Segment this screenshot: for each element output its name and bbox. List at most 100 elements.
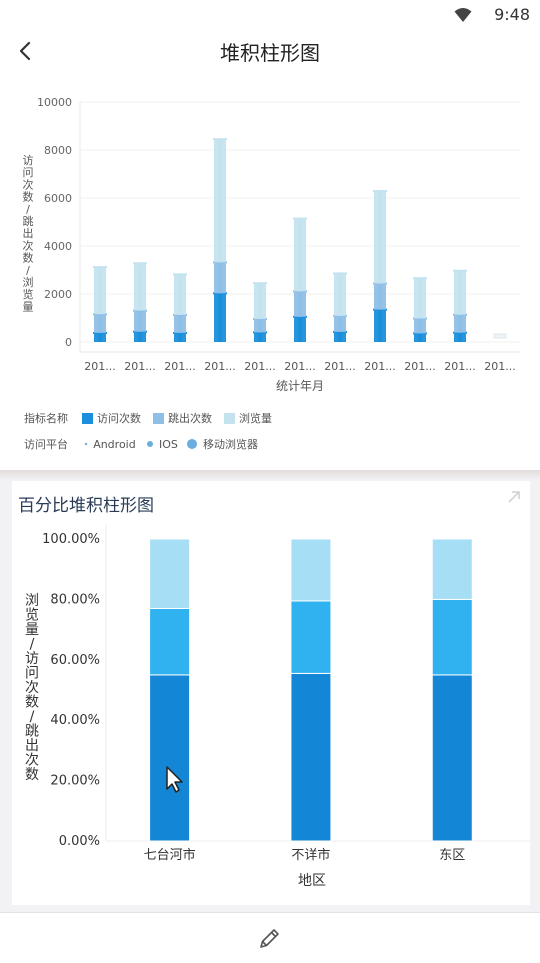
- pencil-icon: [260, 929, 279, 948]
- bar-segment: [290, 538, 332, 602]
- bar-core: [218, 293, 222, 342]
- chevron-left-icon: [19, 41, 31, 61]
- y-tick-label: 60.00%: [50, 653, 100, 668]
- bar-cap: [333, 272, 347, 275]
- bar-cap: [453, 313, 467, 316]
- bar-core: [258, 318, 262, 333]
- bar-core: [178, 274, 182, 315]
- bar-core: [178, 314, 182, 333]
- bar-empty: [493, 333, 507, 339]
- page-title: 堆积柱形图: [220, 41, 320, 65]
- y-tick-label: 2000: [44, 288, 72, 301]
- x-tick-label: 201...: [164, 360, 196, 373]
- bar-core: [458, 332, 462, 342]
- y-tick-label: 8000: [44, 144, 72, 157]
- bar-segment: [149, 607, 191, 676]
- bar-segment: [290, 672, 332, 842]
- bar-cap: [253, 317, 267, 320]
- y-tick-label: 4000: [44, 240, 72, 253]
- bar-core: [338, 273, 342, 316]
- percent-stacked-bar-card: 百分比堆积柱形图 100.00% 80.00% 60.00% 40.00% 20.00%…: [12, 481, 530, 905]
- bar-core: [138, 310, 142, 332]
- bar-core: [98, 267, 102, 315]
- bottom-toolbar: [0, 912, 540, 963]
- bar-core: [218, 139, 222, 263]
- bar-core: [418, 333, 422, 342]
- bar-cap: [373, 190, 387, 193]
- bar-core: [458, 314, 462, 333]
- bar-core: [418, 318, 422, 334]
- bar-core: [378, 191, 382, 284]
- bar-core: [378, 309, 382, 342]
- y-tick-label: 40.00%: [50, 713, 100, 728]
- legend-swatch: [224, 413, 235, 424]
- bar-segment: [431, 674, 473, 842]
- y-tick-label: 20.00%: [50, 774, 100, 789]
- back-button[interactable]: [12, 36, 42, 66]
- bar-cap: [213, 138, 227, 141]
- legend-swatch: [82, 413, 93, 424]
- bar-core: [258, 283, 262, 319]
- x-tick-label: 201...: [364, 360, 396, 373]
- bar-core: [458, 270, 462, 315]
- legend-dot: [84, 442, 88, 446]
- legend-item: 浏览量: [239, 411, 272, 425]
- bar-cap: [93, 266, 107, 269]
- bar-cap: [173, 273, 187, 276]
- y-tick-label: 100.00%: [42, 532, 100, 547]
- expand-icon[interactable]: [506, 489, 522, 505]
- wifi-icon: [454, 8, 472, 22]
- bar-segment: [149, 674, 191, 842]
- x-tick-label: 不详市: [291, 847, 330, 863]
- chart-title: 百分比堆积柱形图: [18, 496, 154, 516]
- legend-item: 访问次数: [97, 411, 141, 425]
- bar-segment: [431, 538, 473, 600]
- status-bar: 9:48: [0, 0, 540, 30]
- legend-item: 移动浏览器: [203, 437, 258, 451]
- edit-button[interactable]: [257, 925, 283, 951]
- app-header: 堆积柱形图: [0, 30, 540, 74]
- bar-core: [218, 262, 222, 294]
- y-tick-label: 80.00%: [50, 592, 100, 607]
- legend-dot: [147, 441, 153, 447]
- x-tick-label: 201...: [484, 360, 516, 373]
- cursor-icon: [166, 766, 183, 793]
- x-tick-label: 七台河市: [144, 847, 196, 863]
- bar-core: [98, 314, 102, 333]
- bar-cap: [333, 330, 347, 333]
- stacked-bar-chart: 10000 8000 6000 4000 2000 0 访问次数/跳出次数/浏览量 201..…: [23, 96, 520, 451]
- status-time: 9:48: [494, 5, 530, 24]
- y-tick-label: 0: [65, 336, 72, 349]
- bar-core: [138, 263, 142, 311]
- x-axis-label: 统计年月: [276, 379, 324, 393]
- legend-item: Android: [93, 438, 136, 451]
- bar-core: [418, 278, 422, 319]
- x-tick-label: 201...: [284, 360, 316, 373]
- bar-cap: [453, 269, 467, 272]
- stacked-bar-card: 10000 8000 6000 4000 2000 0 访问次数/跳出次数/浏览量 201..…: [0, 74, 540, 470]
- legend-platform-label: 访问平台: [24, 437, 68, 451]
- bar-core: [138, 331, 142, 342]
- x-axis-label: 地区: [298, 873, 326, 889]
- bar-cap: [253, 282, 267, 285]
- bar-core: [98, 332, 102, 342]
- bar-core: [258, 332, 262, 342]
- bar-segment: [431, 598, 473, 676]
- x-tick-label: 201...: [444, 360, 476, 373]
- bar-core: [338, 331, 342, 342]
- bar-cap: [413, 277, 427, 280]
- bar-core: [338, 315, 342, 332]
- legend-metric-label: 指标名称: [24, 411, 68, 425]
- x-tick-label: 201...: [404, 360, 436, 373]
- bar-segment: [149, 538, 191, 609]
- legend-item: 跳出次数: [168, 411, 212, 425]
- bar-core: [298, 291, 302, 317]
- bar-core: [298, 316, 302, 342]
- x-tick-label: 201...: [124, 360, 156, 373]
- bar-core: [298, 218, 302, 292]
- y-axis-label: 访问次数/跳出次数/浏览量: [23, 154, 34, 313]
- bar-core: [178, 332, 182, 342]
- legend-item: IOS: [159, 438, 178, 451]
- x-tick-label: 201...: [84, 360, 116, 373]
- percent-stacked-bar-chart: 100.00% 80.00% 60.00% 40.00% 20.00% 0.00% 浏览量/…: [25, 525, 530, 889]
